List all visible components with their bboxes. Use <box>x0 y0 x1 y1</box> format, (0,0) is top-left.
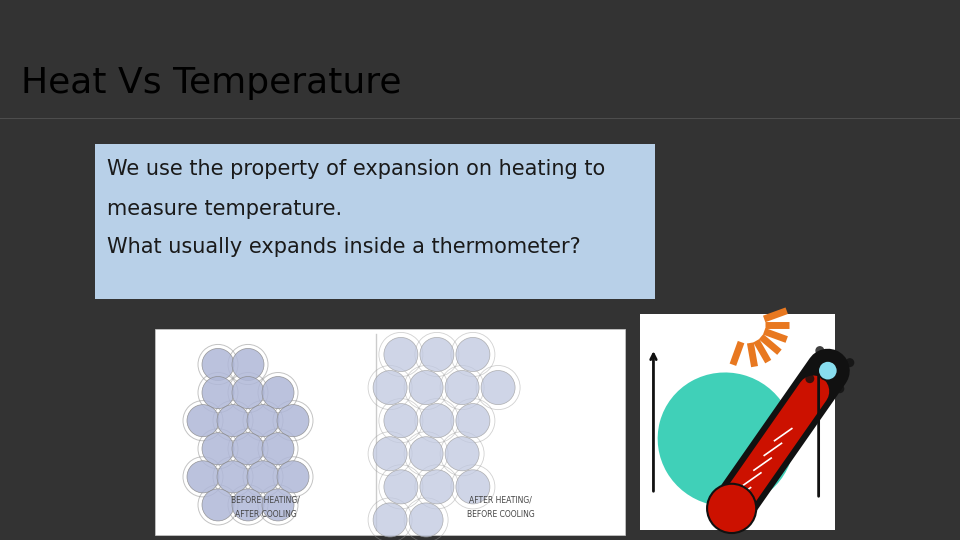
Circle shape <box>384 403 418 438</box>
Circle shape <box>420 403 454 438</box>
Circle shape <box>805 374 814 383</box>
Text: measure temperature.: measure temperature. <box>107 199 342 219</box>
Circle shape <box>846 358 854 367</box>
Circle shape <box>247 404 279 437</box>
Text: Heat Vs Temperature: Heat Vs Temperature <box>21 66 401 100</box>
Circle shape <box>232 376 264 409</box>
FancyBboxPatch shape <box>640 314 835 530</box>
Circle shape <box>445 437 479 471</box>
FancyBboxPatch shape <box>155 329 625 535</box>
Circle shape <box>202 348 234 381</box>
Text: BEFORE COOLING: BEFORE COOLING <box>467 510 535 519</box>
Circle shape <box>202 489 234 521</box>
Circle shape <box>187 404 219 437</box>
Circle shape <box>409 370 444 404</box>
Circle shape <box>232 348 264 381</box>
Circle shape <box>277 461 309 493</box>
Circle shape <box>420 470 454 504</box>
Circle shape <box>815 346 825 355</box>
Circle shape <box>262 489 294 521</box>
Circle shape <box>409 503 444 537</box>
Circle shape <box>217 461 249 493</box>
Text: AFTER HEATING/: AFTER HEATING/ <box>469 496 532 505</box>
Text: BEFORE HEATING/: BEFORE HEATING/ <box>231 496 300 505</box>
Circle shape <box>445 370 479 404</box>
Circle shape <box>202 376 234 409</box>
Circle shape <box>456 403 490 438</box>
Circle shape <box>217 404 249 437</box>
Circle shape <box>202 433 234 465</box>
Circle shape <box>456 470 490 504</box>
Ellipse shape <box>658 373 794 507</box>
Circle shape <box>818 361 837 380</box>
Circle shape <box>373 437 407 471</box>
Circle shape <box>277 404 309 437</box>
Circle shape <box>456 338 490 372</box>
Circle shape <box>232 489 264 521</box>
Circle shape <box>708 484 756 533</box>
Circle shape <box>481 370 516 404</box>
Text: AFTER COOLING: AFTER COOLING <box>234 510 297 519</box>
Circle shape <box>420 338 454 372</box>
Circle shape <box>262 376 294 409</box>
Circle shape <box>373 370 407 404</box>
Circle shape <box>373 503 407 537</box>
Circle shape <box>232 433 264 465</box>
Circle shape <box>384 470 418 504</box>
Text: We use the property of expansion on heating to: We use the property of expansion on heat… <box>107 159 605 179</box>
Circle shape <box>409 437 444 471</box>
Circle shape <box>187 461 219 493</box>
FancyBboxPatch shape <box>95 144 655 299</box>
Circle shape <box>384 338 418 372</box>
Circle shape <box>835 384 845 393</box>
Circle shape <box>262 433 294 465</box>
Text: What usually expands inside a thermometer?: What usually expands inside a thermomete… <box>107 237 581 257</box>
Circle shape <box>247 461 279 493</box>
